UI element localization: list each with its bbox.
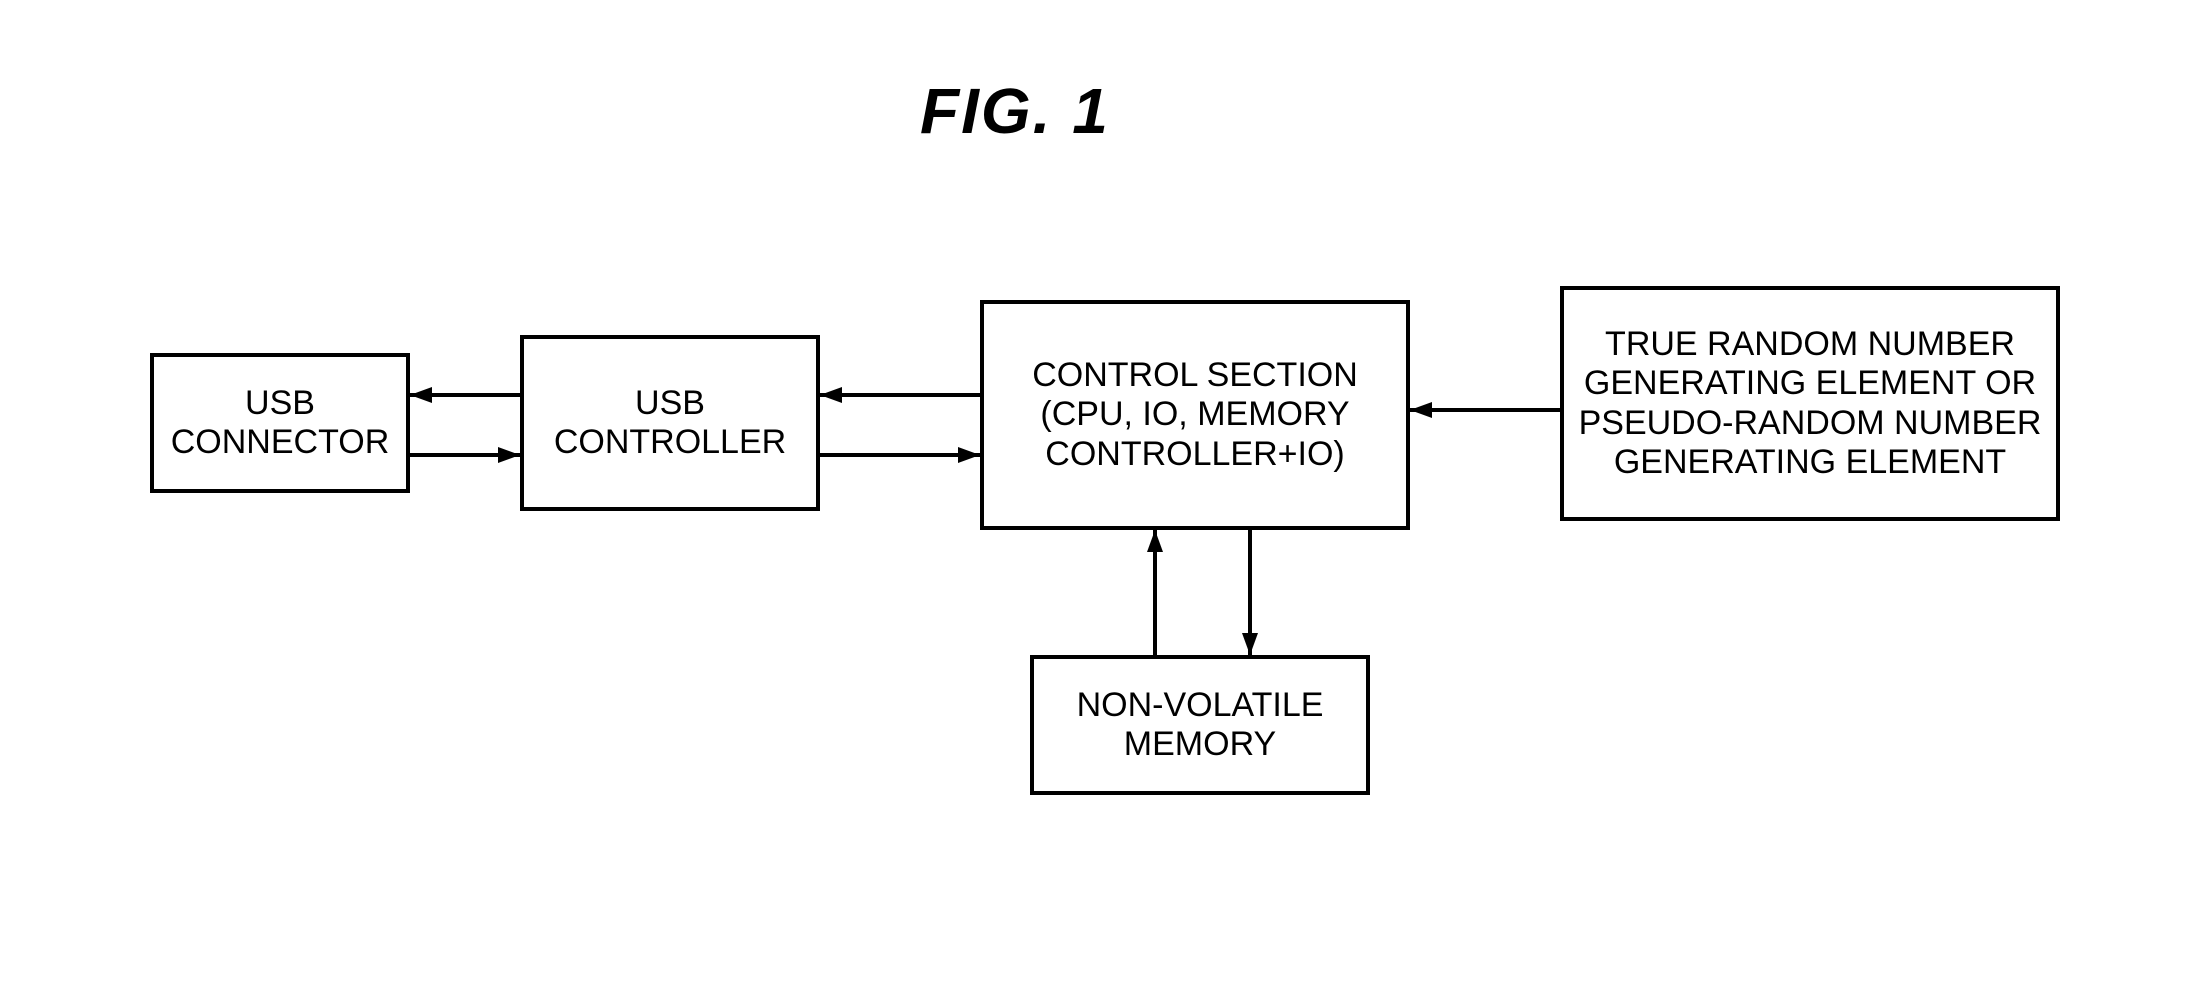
edge-e3 xyxy=(820,387,980,403)
node-nv-memory: NON-VOLATILEMEMORY xyxy=(1030,655,1370,795)
node-rng: TRUE RANDOM NUMBERGENERATING ELEMENT ORP… xyxy=(1560,286,2060,521)
node-label: NON-VOLATILEMEMORY xyxy=(1040,686,1360,764)
node-label: CONTROL SECTION(CPU, IO, MEMORYCONTROLLE… xyxy=(990,356,1400,473)
node-label: USBCONTROLLER xyxy=(530,384,810,462)
figure-title: FIG. 1 xyxy=(920,74,1110,148)
node-label: TRUE RANDOM NUMBERGENERATING ELEMENT ORP… xyxy=(1570,325,2050,481)
node-usb-connector: USBCONNECTOR xyxy=(150,353,410,493)
edge-e1 xyxy=(410,387,520,403)
edge-e4 xyxy=(820,447,980,463)
edge-e5 xyxy=(1410,402,1560,418)
node-usb-controller: USBCONTROLLER xyxy=(520,335,820,511)
diagram-canvas: FIG. 1 USBCONNECTOR USBCONTROLLER CONTROL … xyxy=(0,0,2193,1004)
node-label: USBCONNECTOR xyxy=(160,384,400,462)
node-control-section: CONTROL SECTION(CPU, IO, MEMORYCONTROLLE… xyxy=(980,300,1410,530)
edge-e2 xyxy=(410,447,520,463)
edge-e6 xyxy=(1147,530,1163,655)
edge-e7 xyxy=(1242,530,1258,655)
